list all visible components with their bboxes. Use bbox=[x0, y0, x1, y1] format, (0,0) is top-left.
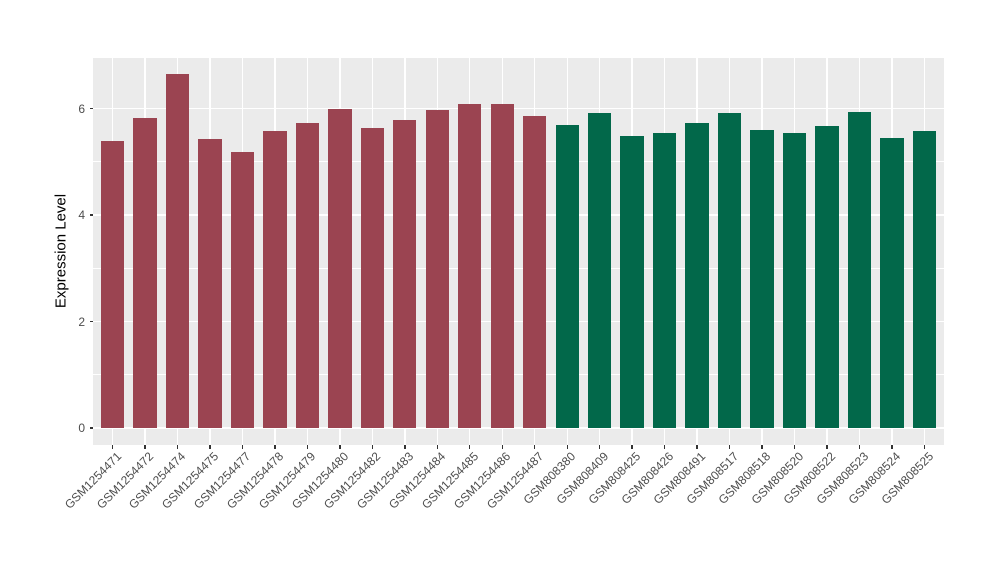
bar-GSM1254474 bbox=[165, 73, 190, 428]
bar-GSM808525 bbox=[912, 130, 937, 428]
bar-GSM808426 bbox=[652, 133, 677, 428]
bar-GSM808380 bbox=[555, 125, 579, 428]
y-tick-mark-0 bbox=[89, 427, 93, 429]
x-tick-mark-GSM808517 bbox=[728, 445, 731, 449]
x-tick-mark-GSM808425 bbox=[631, 445, 633, 449]
bar-GSM1254485 bbox=[458, 104, 482, 428]
x-tick-mark-GSM808522 bbox=[826, 445, 828, 449]
x-tick-mark-GSM1254478 bbox=[274, 445, 276, 449]
x-tick-mark-GSM1254487 bbox=[534, 445, 536, 449]
bar-GSM1254487 bbox=[523, 116, 547, 428]
bar-GSM808524 bbox=[880, 138, 904, 428]
x-tick-mark-GSM1254486 bbox=[501, 445, 503, 449]
x-tick-mark-GSM1254471 bbox=[111, 445, 114, 449]
x-tick-mark-GSM808520 bbox=[793, 445, 796, 449]
x-tick-mark-GSM1254475 bbox=[209, 445, 211, 449]
x-tick-mark-GSM1254472 bbox=[144, 445, 146, 449]
gridline-major-y0 bbox=[93, 427, 944, 429]
bar-GSM1254471 bbox=[100, 140, 125, 428]
x-tick-mark-GSM808426 bbox=[663, 445, 666, 449]
y-tick-label-2: 2 bbox=[78, 314, 85, 329]
bar-GSM1254484 bbox=[425, 110, 449, 428]
gridline-minor-y3 bbox=[93, 267, 944, 269]
bar-GSM808517 bbox=[717, 112, 742, 428]
y-tick-label-6: 6 bbox=[78, 101, 85, 116]
bar-GSM808491 bbox=[685, 123, 709, 428]
bar-GSM1254478 bbox=[263, 131, 287, 428]
y-tick-mark-6 bbox=[89, 107, 93, 110]
bar-GSM1254479 bbox=[295, 123, 320, 428]
bar-GSM1254477 bbox=[230, 151, 255, 428]
x-tick-mark-GSM1254484 bbox=[436, 445, 438, 449]
y-tick-mark-4 bbox=[89, 214, 93, 216]
y-tick-label-4: 4 bbox=[78, 208, 85, 223]
x-tick-mark-GSM808524 bbox=[891, 445, 893, 449]
gridline-major-y4 bbox=[93, 214, 944, 216]
x-tick-mark-GSM1254477 bbox=[241, 445, 244, 449]
gridline-minor-y5 bbox=[93, 161, 944, 163]
bar-GSM808518 bbox=[750, 129, 774, 428]
bar-GSM1254486 bbox=[490, 104, 514, 428]
bar-GSM1254482 bbox=[360, 128, 385, 428]
x-tick-mark-GSM808380 bbox=[566, 445, 568, 449]
x-tick-mark-GSM808525 bbox=[923, 445, 926, 449]
y-tick-label-0: 0 bbox=[78, 420, 85, 435]
x-tick-mark-GSM1254485 bbox=[469, 445, 471, 449]
gridline-minor-y1 bbox=[93, 374, 944, 376]
gridline-major-y6 bbox=[93, 107, 944, 110]
bar-GSM808522 bbox=[815, 126, 839, 428]
bar-GSM808520 bbox=[782, 132, 807, 428]
y-tick-mark-2 bbox=[89, 320, 93, 323]
bar-GSM1254472 bbox=[133, 118, 157, 428]
bar-GSM1254483 bbox=[393, 119, 417, 428]
x-tick-mark-GSM808491 bbox=[696, 445, 698, 449]
plot-panel bbox=[93, 58, 944, 445]
x-tick-mark-GSM808518 bbox=[761, 445, 763, 449]
x-tick-mark-GSM808409 bbox=[599, 445, 601, 449]
bar-GSM808425 bbox=[620, 135, 644, 428]
bar-GSM808409 bbox=[588, 113, 612, 428]
x-tick-mark-GSM1254482 bbox=[371, 445, 374, 449]
x-tick-mark-GSM1254474 bbox=[176, 445, 179, 449]
bar-GSM808523 bbox=[847, 111, 872, 428]
x-tick-mark-GSM1254479 bbox=[306, 445, 309, 449]
x-tick-mark-GSM808523 bbox=[858, 445, 861, 449]
gridline-major-y2 bbox=[93, 320, 944, 323]
bar-GSM1254480 bbox=[328, 109, 352, 428]
bar-GSM1254475 bbox=[198, 139, 222, 428]
x-tick-mark-GSM1254483 bbox=[404, 445, 406, 449]
x-tick-mark-GSM1254480 bbox=[339, 445, 341, 449]
